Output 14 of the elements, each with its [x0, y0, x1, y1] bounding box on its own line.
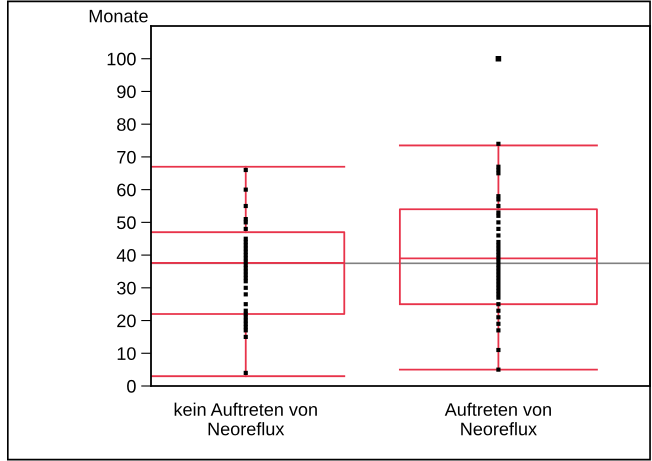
y-tick-label: 100 — [108, 52, 136, 66]
y-tick-label: 90 — [117, 85, 136, 98]
x-tick-label: Auftreten von Neoreflux — [444, 402, 551, 436]
x-tick-label: kein Auftreten von Neoreflux — [174, 402, 317, 436]
y-tick-label: 70 — [117, 150, 136, 164]
y-tick-label: 80 — [117, 118, 136, 131]
y-tick-label: 10 — [118, 347, 136, 360]
y-tick-label: 20 — [117, 314, 136, 328]
y-tick-label: 0 — [127, 380, 136, 393]
y-tick-label: 40 — [116, 249, 136, 262]
y-tick-label: 60 — [117, 184, 136, 196]
y-axis-title: Monate — [90, 10, 148, 22]
y-tick-label: 30 — [117, 282, 136, 295]
y-tick-label: 50 — [117, 216, 136, 230]
